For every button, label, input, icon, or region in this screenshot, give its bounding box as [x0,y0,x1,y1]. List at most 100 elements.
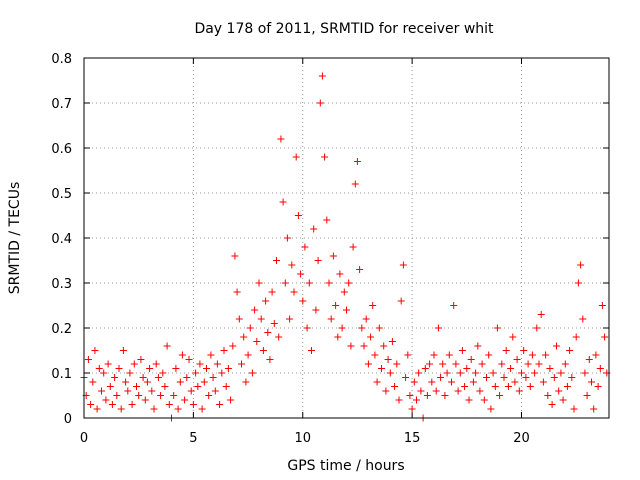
data-point [301,243,309,251]
data-point [224,365,232,372]
data-point [548,401,556,408]
data-point [124,387,132,395]
data-point [511,378,519,386]
data-point [386,369,394,377]
data-point [244,351,252,359]
data-point [100,369,108,377]
data-point [205,392,213,399]
data-point [369,302,377,309]
data-point [222,383,230,390]
data-point [318,72,326,80]
y-tick-label: 0.2 [51,322,72,337]
data-point [111,374,119,381]
data-point [288,261,296,269]
data-point [388,338,396,345]
data-point [268,288,276,296]
data-point [360,342,368,350]
data-point [323,216,331,224]
data-point [283,234,291,242]
data-point [270,320,278,327]
data-point [588,378,595,386]
y-tick-label: 0.5 [51,187,72,202]
data-point [408,405,416,413]
data-point [290,288,298,296]
data-point [332,302,340,309]
data-point [399,261,407,269]
data-point [485,351,493,359]
data-point [286,315,294,323]
data-point [493,324,501,332]
data-point [358,324,366,332]
data-point [231,252,239,260]
data-point [441,392,449,399]
data-point [135,392,143,399]
data-point [563,383,571,390]
data-point [458,347,466,354]
data-point [181,396,189,404]
data-point [316,99,324,107]
data-point [196,360,204,368]
data-point [209,374,217,381]
data-point [139,374,147,381]
data-point [95,365,103,372]
data-point [491,383,499,390]
axis-ticks: 0 0.1 0.2 0.3 0.4 0.5 0.6 0.7 0.8 0 5 10 15 20 [51,52,609,446]
data-point [585,356,593,363]
data-point [321,153,329,161]
data-point [198,405,206,413]
data-point [443,369,451,377]
data-point [299,297,307,305]
data-point [334,333,342,341]
data-point [189,401,197,408]
data-point [553,342,560,350]
data-point [579,315,587,323]
data-point [211,387,219,395]
data-point [347,342,355,350]
data-point [417,387,425,395]
data-point [393,360,401,368]
data-point [115,365,123,372]
y-tick-label: 0 [64,412,72,427]
data-point [113,392,121,399]
data-point [203,365,210,372]
data-point [108,401,116,408]
data-point [200,378,208,386]
data-point [314,257,322,264]
data-point [353,158,361,165]
data-point [98,387,105,395]
data-point [87,401,95,408]
data-point [255,279,263,287]
data-point [312,306,320,314]
data-point [336,270,344,278]
data-point [428,378,436,386]
data-point [281,279,289,287]
data-point [257,315,265,323]
data-point [150,405,158,413]
x-tick-label: 20 [513,431,530,446]
data-point [84,356,92,363]
data-point [570,405,578,413]
data-point [456,369,464,377]
data-point [432,387,440,395]
data-point [531,369,539,377]
data-point [391,383,399,390]
data-point [489,369,497,377]
data-point [172,365,180,372]
data-point [434,324,442,332]
data-point [174,405,182,413]
data-point [557,369,565,377]
data-point [496,392,504,399]
data-point [478,360,486,368]
data-point [141,396,149,404]
data-point [137,356,145,363]
data-point [259,347,267,354]
data-point [148,387,156,395]
data-point [380,342,388,350]
data-point [601,333,609,341]
data-point [277,135,285,143]
data-point [572,333,580,341]
data-point [187,387,195,395]
data-point [509,333,517,341]
data-point [561,360,569,368]
